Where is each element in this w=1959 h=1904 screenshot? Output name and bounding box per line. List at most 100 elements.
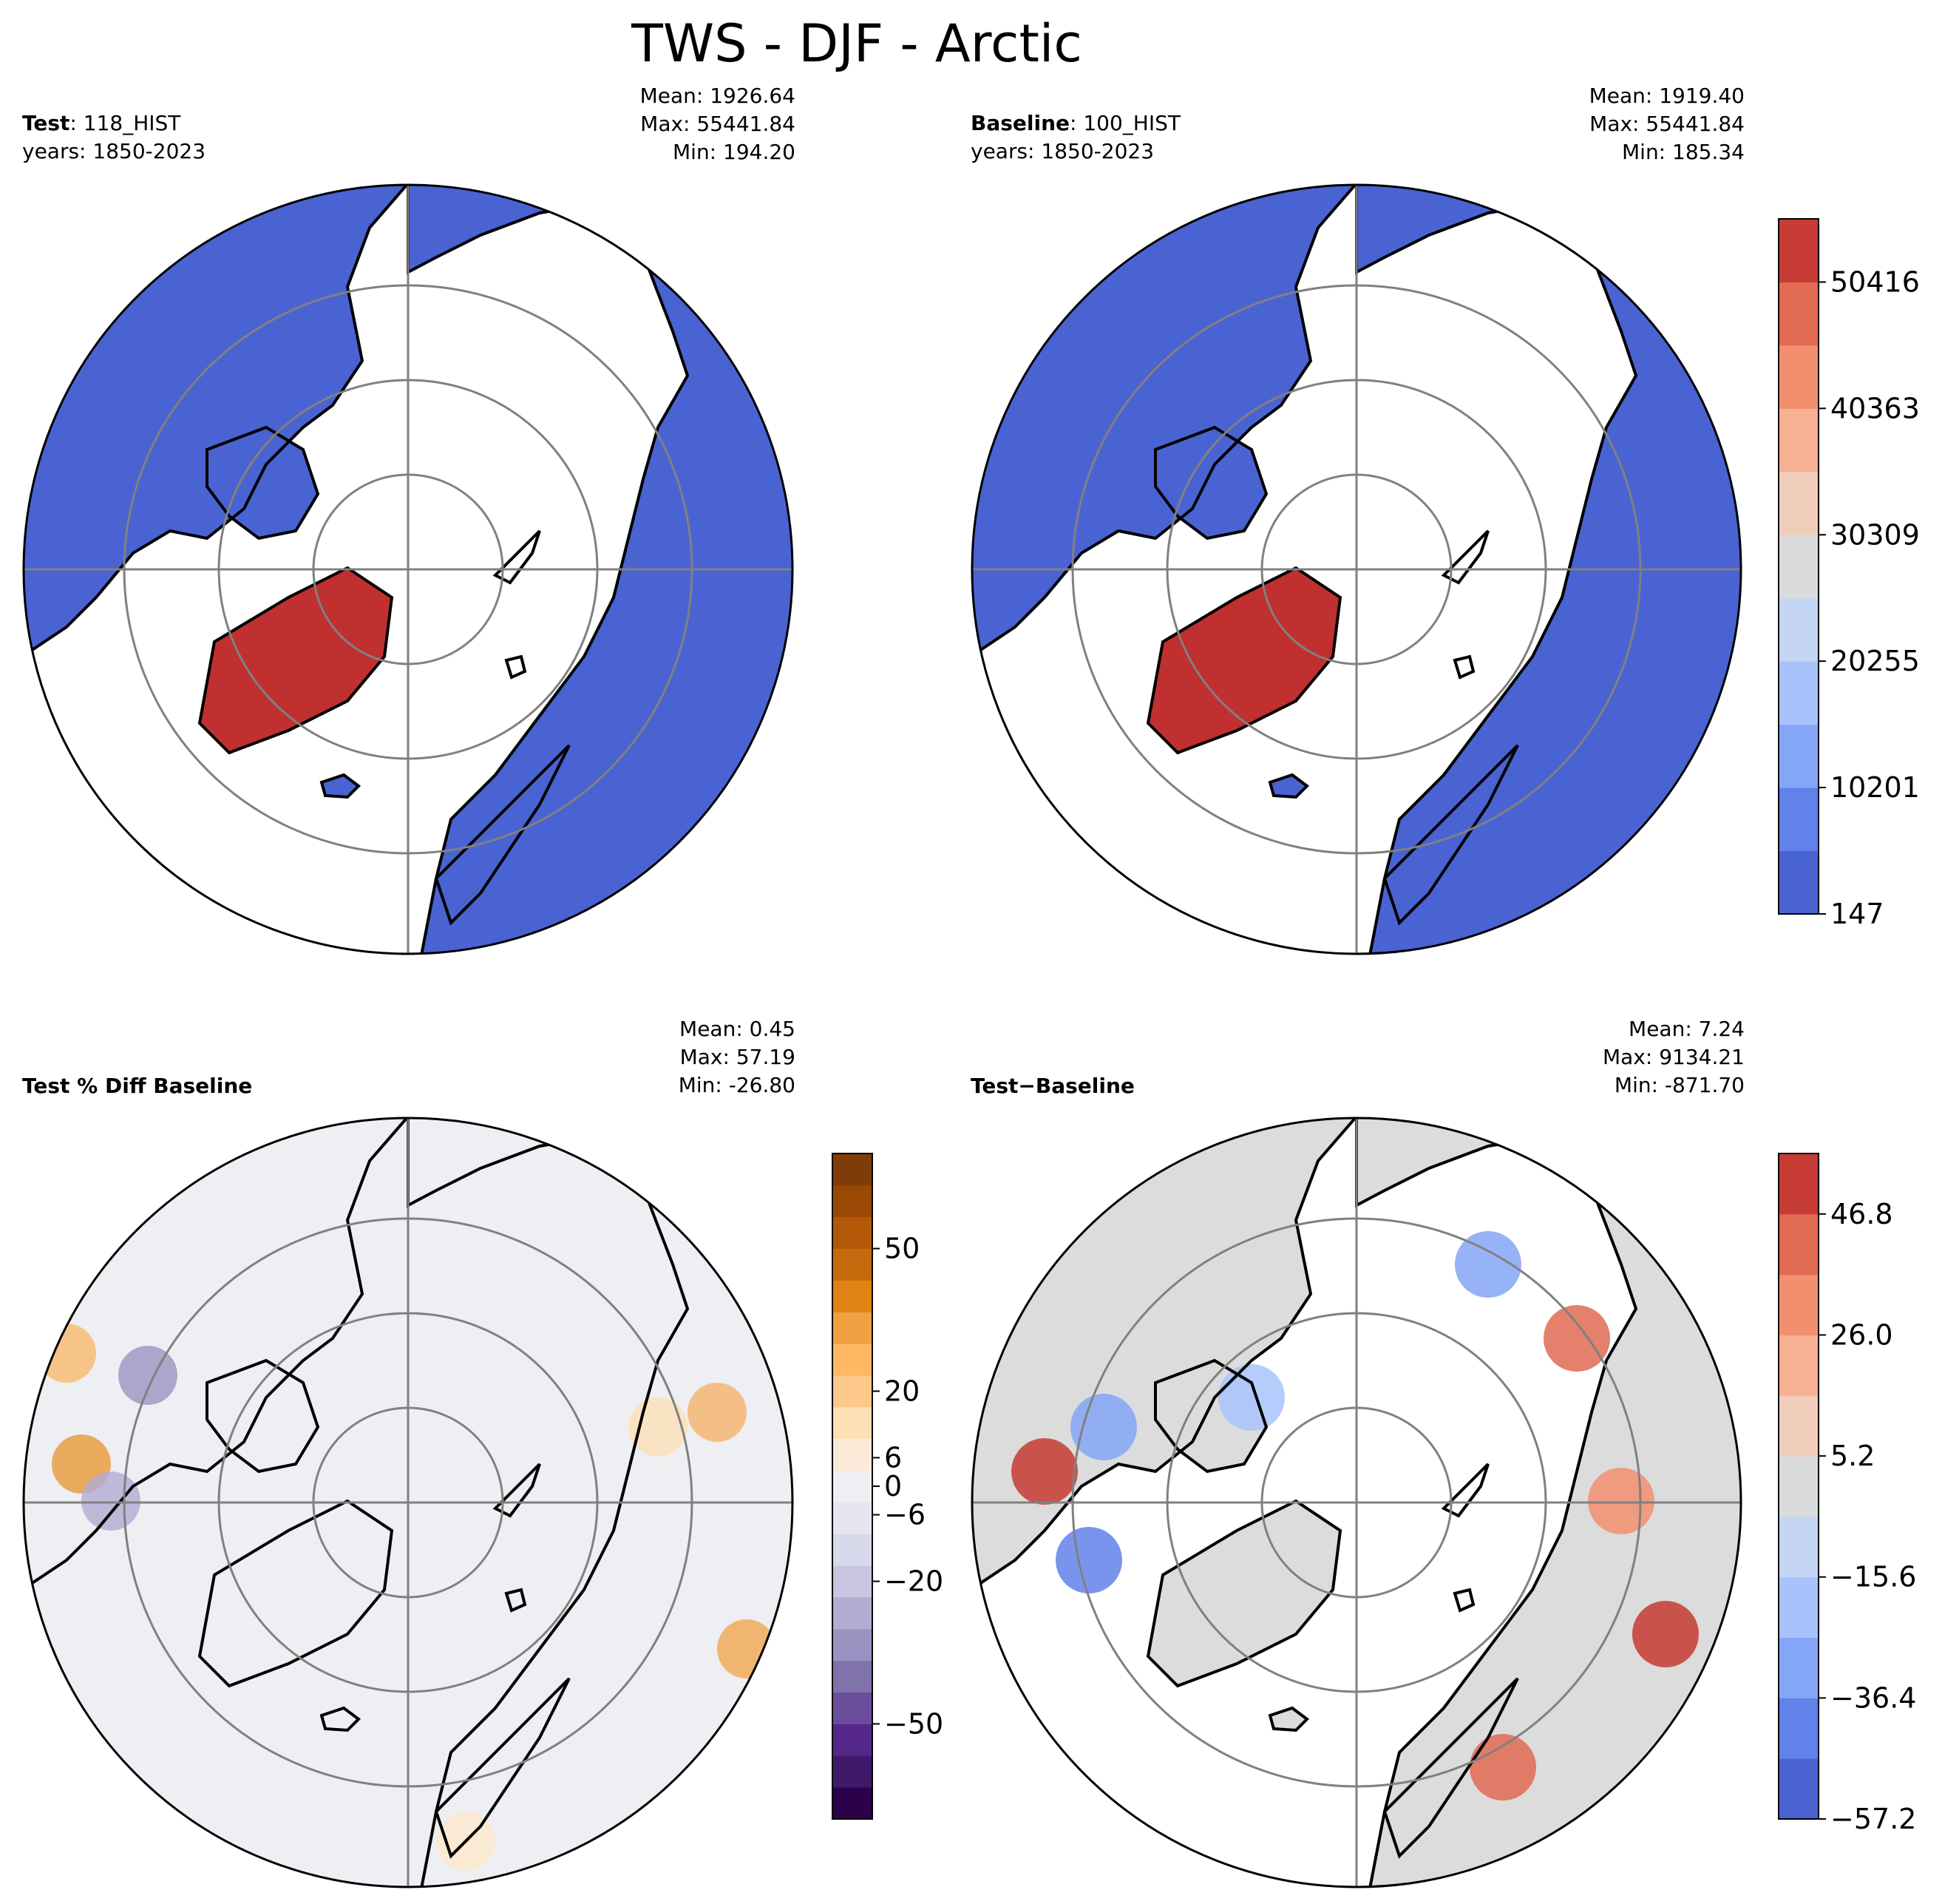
panel-label-test: Test: 118_HIST years: 1850-2023 (22, 109, 206, 166)
colorbar-band (1779, 1516, 1819, 1578)
colorbar-tick-label: 50 (884, 1233, 920, 1265)
panel-stats-test: Mean: 1926.64 Max: 55441.84 Min: 194.20 (640, 82, 795, 166)
stat-mean: Mean: 0.45 (679, 1017, 795, 1041)
map-boundary (971, 1117, 1742, 1888)
land-greenland (200, 568, 392, 753)
colorbar-band (1779, 597, 1819, 662)
colorbar-band (832, 1470, 872, 1502)
panel-label-diff-bold: Test (971, 1074, 1019, 1098)
colorbar-tick-label: 6 (884, 1441, 902, 1474)
land-scand (1385, 1678, 1518, 1856)
colorbar-band (1779, 850, 1819, 915)
colorbar-pct-diff: −50 −20 −606 20 50 (832, 1153, 943, 1820)
colorbar-band (832, 1280, 872, 1312)
stat-min: Min: 185.34 (1622, 140, 1745, 164)
colorbar-frame (1778, 1153, 1819, 1820)
coastline-svalbard (1453, 1588, 1476, 1613)
map-test (22, 183, 794, 955)
coastline-svalbard (504, 1588, 527, 1613)
anomaly-patch (1662, 1749, 1728, 1815)
panel-label-pct-diff-bold: Test % Diff Baseline (22, 1074, 253, 1098)
colorbar-tick-label: −6 (884, 1499, 926, 1531)
colorbar-tick-label: 20 (884, 1375, 920, 1407)
colorbar-tick-label: −57.2 (1830, 1803, 1916, 1835)
anomaly-patch (717, 1619, 776, 1678)
coastline-iceland (319, 773, 361, 799)
coastline-namerica (972, 1118, 1360, 1593)
anomaly-patch (118, 1346, 177, 1405)
panel-years-baseline: years: 1850-2023 (971, 139, 1155, 163)
colorbar-band (832, 1660, 872, 1693)
stat-mean: Mean: 1919.40 (1589, 84, 1745, 108)
colorbar-band (1779, 408, 1819, 472)
colorbar-band (832, 1692, 872, 1724)
coastline-canarctic (206, 425, 320, 541)
colorbar-band (832, 1755, 872, 1788)
coastline-canarctic (1154, 425, 1269, 541)
panel-label-baseline: Baseline: 100_HIST years: 1850-2023 (971, 109, 1181, 166)
colorbar-band (832, 1375, 872, 1408)
figure-title: TWS - DJF - Arctic (631, 13, 1082, 74)
coastline-greenland (1146, 1499, 1342, 1688)
colorbar-band (832, 1787, 872, 1820)
coastline-scand (434, 744, 571, 926)
coastline-namerica (24, 1118, 412, 1593)
panel-label-pct-diff: Test % Diff Baseline (22, 1072, 252, 1100)
panel-label-diff-sep: − (1018, 1074, 1036, 1098)
colorbar-band (1779, 1274, 1819, 1335)
colorbar-main: 147 10201 20255 30309 40363 50416 (1778, 218, 1920, 930)
colorbar-band (832, 1344, 872, 1376)
colorbar-tick-label: 26.0 (1830, 1318, 1893, 1351)
anomaly-patch (1011, 1438, 1078, 1505)
coastline-novaya (492, 529, 541, 585)
panel-years-test: years: 1850-2023 (22, 139, 206, 163)
colorbar-band (1779, 471, 1819, 535)
stat-max: Max: 57.19 (679, 1045, 795, 1069)
land-canarctic (207, 427, 318, 538)
map-boundary (971, 183, 1742, 955)
map-boundary (22, 183, 794, 955)
coastline-eurasia (1355, 1118, 1741, 1887)
colorbar-tick-label: 46.8 (1830, 1198, 1893, 1230)
colorbar-band (832, 1724, 872, 1756)
stat-mean: Mean: 1926.64 (639, 84, 795, 108)
colorbar-tick-label: −20 (884, 1565, 943, 1598)
colorbar-tick-label: −50 (884, 1707, 943, 1740)
colorbar-band (832, 1502, 872, 1534)
colorbar-band (1779, 1213, 1819, 1275)
map-content (972, 1118, 1741, 1887)
coastline-greenland (197, 566, 394, 755)
colorbar-band (832, 1248, 872, 1281)
coastline-eurasia (1355, 185, 1741, 954)
coastline-scand (1382, 744, 1519, 926)
panel-label-baseline-bold: Baseline (971, 111, 1070, 135)
anomaly-patch (1056, 1527, 1122, 1593)
coastline-svalbard (1453, 654, 1476, 680)
colorbar-band (832, 1312, 872, 1344)
anomaly-patch (1218, 1364, 1285, 1431)
colorbar-diff: −57.2 −36.4 −15.6 5.2 26.0 46.8 (1778, 1153, 1916, 1835)
coastline-iceland (319, 1706, 361, 1732)
anomaly-patch (628, 1397, 687, 1457)
anomaly-patch (1070, 1394, 1137, 1460)
coastline-namerica (24, 185, 412, 660)
panel-stats-diff: Mean: 7.24 Max: 9134.21 Min: -871.70 (1603, 1015, 1745, 1100)
anomaly-patch (1455, 1231, 1521, 1298)
coastline-novaya (1441, 1463, 1490, 1518)
panel-label-diff-value: Baseline (1035, 1074, 1135, 1098)
colorbar-tick-label: 10201 (1830, 771, 1920, 804)
land-canarctic (1155, 427, 1266, 538)
stat-max: Max: 55441.84 (1589, 112, 1745, 136)
colorbar-band (832, 1438, 872, 1471)
land-greenland (1148, 568, 1340, 753)
colorbar-tick-label: 147 (1830, 898, 1884, 930)
panel-label-baseline-value: 100_HIST (1083, 111, 1181, 135)
panel-label-test-value: 118_HIST (83, 111, 181, 135)
coastline-greenland (197, 1499, 394, 1688)
map-boundary (22, 1117, 794, 1888)
colorbar-band (832, 1628, 872, 1661)
coastline-eurasia (407, 185, 792, 954)
panel-label-test-sep: : (69, 111, 77, 135)
colorbar-tick-label: 50416 (1830, 265, 1920, 298)
colorbar-band (832, 1597, 872, 1630)
